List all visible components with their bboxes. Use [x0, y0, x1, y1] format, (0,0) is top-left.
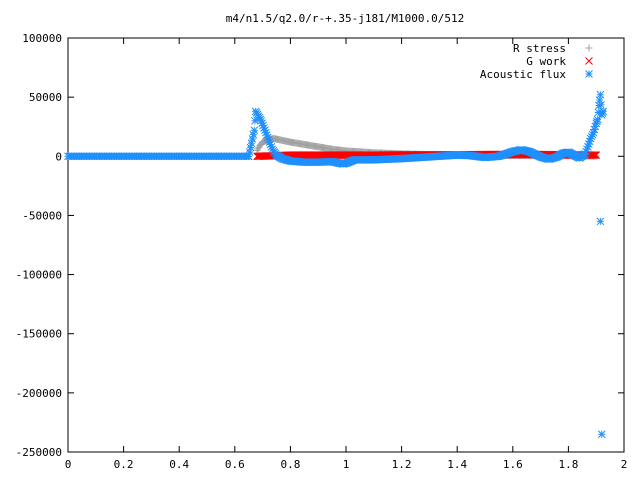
data-point: [591, 151, 599, 159]
x-tick-label: 0.6: [225, 458, 245, 471]
y-tick-label: 100000: [22, 32, 62, 45]
data-point: [589, 151, 597, 159]
legend-marker: [585, 70, 593, 78]
axes: 0 0.2 0.4 0.6 0.8 1 1.2 1.4 1.6 1.8 2100000500000-…: [16, 32, 628, 471]
data-point: [592, 151, 601, 159]
data-point: [590, 151, 598, 159]
y-tick-label: -50000: [22, 209, 62, 222]
y-tick-label: -150000: [16, 328, 62, 341]
x-tick-label: 0.4: [169, 458, 189, 471]
x-tick-label: 1.8: [558, 458, 578, 471]
x-tick-label: 2: [621, 458, 628, 471]
chart-marks: [64, 90, 608, 439]
y-tick-label: 0: [55, 150, 62, 163]
legend-marker: [585, 44, 593, 52]
y-tick-label: 50000: [29, 91, 62, 104]
data-point: [596, 217, 605, 226]
chart-title: m4/n1.5/q2.0/r-+.35-j181/M1000.0/512: [226, 12, 464, 25]
x-tick-label: 1.2: [392, 458, 412, 471]
data-point: [599, 107, 608, 116]
data-point: [596, 90, 605, 99]
legend-label: R stress: [513, 42, 566, 55]
x-tick-label: 1.6: [503, 458, 523, 471]
legend-label: Acoustic flux: [480, 68, 566, 81]
x-tick-label: 0: [65, 458, 72, 471]
zero-baseline-markers: [64, 152, 252, 161]
x-tick-label: 0.2: [114, 458, 134, 471]
plot-frame: [67, 37, 625, 453]
x-tick-label: 1: [343, 458, 350, 471]
y-tick-label: -250000: [16, 446, 62, 459]
data-point: [597, 100, 605, 109]
y-tick-label: -200000: [16, 387, 62, 400]
data-point: [597, 430, 606, 439]
x-tick-label: 0.8: [280, 458, 300, 471]
data-point: [250, 126, 259, 135]
series-acoustic-flux: [244, 90, 608, 439]
data-point: [251, 116, 259, 125]
y-tick-label: -100000: [16, 269, 62, 282]
legend-label: G work: [526, 55, 566, 68]
legend-marker: [585, 57, 593, 65]
x-tick-label: 1.4: [447, 458, 467, 471]
